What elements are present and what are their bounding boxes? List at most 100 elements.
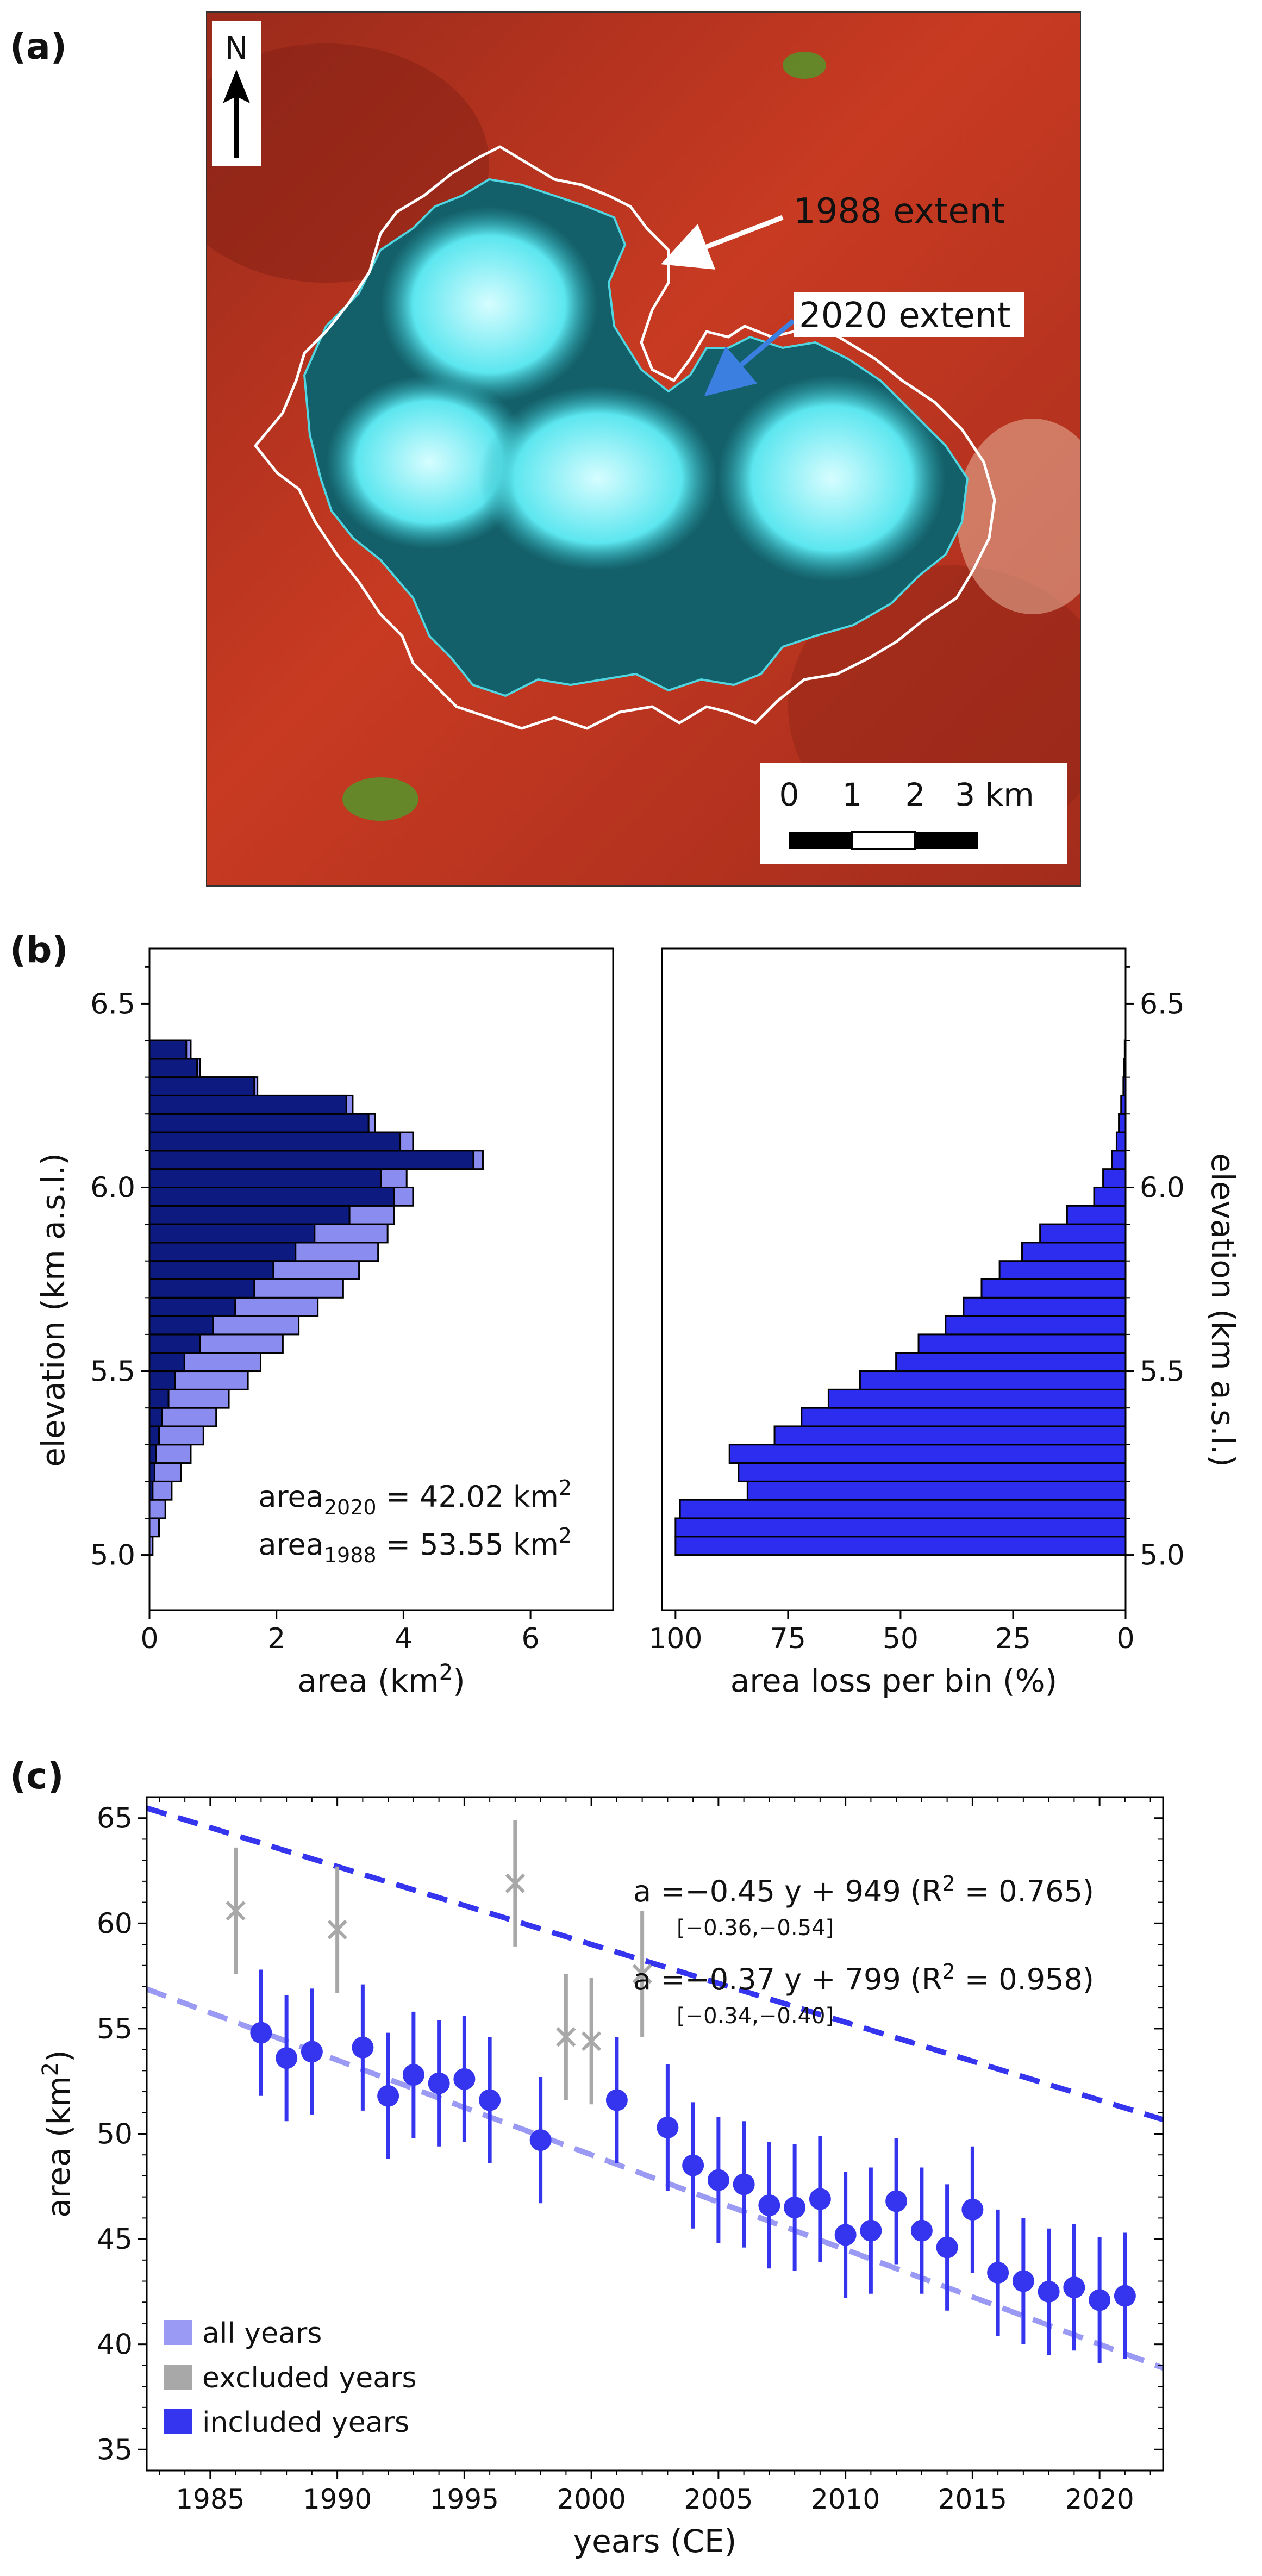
x-tick-label: 50 — [883, 1623, 919, 1655]
y-tick-label: 5.0 — [90, 1539, 135, 1572]
point-included — [758, 2194, 780, 2217]
fit-all-ci: [−0.36,−0.54] — [677, 1916, 834, 1941]
point-excluded — [556, 2027, 576, 2047]
bar-loss — [998, 1260, 1127, 1280]
bar-loss — [801, 1407, 1127, 1427]
axes-frame — [148, 947, 614, 1611]
bar-loss — [917, 1333, 1127, 1354]
panel-a-label: (a) — [10, 26, 67, 67]
legend-swatch-excluded — [164, 2365, 192, 2390]
point-included — [885, 2190, 908, 2212]
y-tick-label: 65 — [97, 1802, 133, 1835]
x-tick-label: 100 — [648, 1623, 702, 1655]
point-included — [682, 2154, 704, 2176]
bar-2020 — [148, 1333, 201, 1354]
x-tick-label: 1985 — [176, 2484, 245, 2515]
ice-cap-east — [717, 375, 946, 582]
bar-2020 — [148, 1094, 347, 1115]
point-included — [1038, 2280, 1060, 2303]
panel-c-label: (c) — [10, 1755, 64, 1797]
y-tick-label: 6.5 — [90, 988, 135, 1020]
y-tick-label: 45 — [97, 2223, 133, 2256]
point-included — [276, 2047, 298, 2069]
panel-a-frame — [206, 11, 1081, 887]
y-tick-label: 6.0 — [90, 1171, 135, 1204]
bar-2020 — [148, 1278, 255, 1299]
bar-loss — [1115, 1131, 1127, 1152]
scale-label-0: 0 — [779, 776, 799, 813]
point-included — [1089, 2289, 1111, 2311]
point-included — [733, 2173, 755, 2195]
scale-segment-black — [789, 832, 852, 849]
y-tick-label: 55 — [97, 2013, 133, 2045]
bar-2020 — [148, 1113, 370, 1133]
bar-2020 — [148, 1260, 274, 1280]
ylabel: area (km2) — [38, 2050, 77, 2218]
bar-loss — [679, 1499, 1127, 1519]
point-included — [529, 2129, 552, 2151]
bar-loss — [728, 1444, 1127, 1464]
histogram-area: 0 2 4 6 5.0 5.5 6.0 6.5 area (km2) — [90, 947, 614, 1699]
vegetation-patch — [783, 52, 826, 79]
bar-2020 — [148, 1425, 160, 1446]
bar-loss — [963, 1296, 1127, 1317]
point-excluded — [632, 1964, 652, 1984]
point-included — [834, 2224, 857, 2246]
arrow-1988 — [660, 215, 784, 270]
histogram-loss: 100 75 50 25 0 5.0 5.5 6.0 6.5 area loss per bin … — [648, 947, 1185, 1699]
xlabel: area (km2) — [297, 1660, 465, 1699]
legend-swatch-all — [164, 2320, 192, 2345]
point-included — [605, 2089, 628, 2111]
point-included — [707, 2169, 729, 2191]
bar-2020 — [148, 1150, 474, 1170]
bar-loss — [1102, 1168, 1127, 1188]
point-included — [377, 2085, 399, 2107]
point-included — [479, 2089, 501, 2111]
bar-2020 — [148, 1076, 255, 1096]
point-included — [428, 2072, 450, 2094]
bar-2020 — [148, 1388, 170, 1409]
point-included — [910, 2219, 933, 2242]
panel-b-label: (b) — [10, 929, 68, 971]
x-tick-label: 2010 — [811, 2484, 880, 2515]
y-tick-label: 40 — [97, 2329, 133, 2361]
point-included — [453, 2068, 476, 2090]
bar-loss — [980, 1278, 1127, 1299]
scale-label-3: 3 km — [955, 776, 1034, 813]
x-tick-label: 2005 — [684, 2484, 753, 2515]
bar-loss — [1118, 1113, 1127, 1133]
outline-1988 — [254, 145, 996, 730]
x-tick-label: 4 — [395, 1623, 413, 1655]
bar-2020 — [148, 1223, 316, 1244]
xlabel: area loss per bin (%) — [730, 1662, 1058, 1699]
bar-loss — [1111, 1150, 1127, 1170]
bar-2020 — [148, 1242, 297, 1262]
point-included — [402, 2064, 424, 2086]
point-excluded — [327, 1919, 347, 1940]
point-included — [352, 2036, 374, 2059]
xlabel: years (CE) — [573, 2523, 736, 2560]
fit-all-equation: a =−0.45 y + 949 (R2 = 0.765) — [633, 1872, 1094, 1908]
bar-loss — [945, 1315, 1127, 1336]
point-included — [1114, 2285, 1136, 2307]
satellite-image: N 1988 extent 2020 extent 0 1 2 3 km — [207, 12, 1080, 886]
y-tick-label: 35 — [97, 2434, 133, 2466]
bar-loss — [827, 1388, 1127, 1409]
x-tick-label: 2000 — [557, 2484, 626, 2515]
bar-1988 — [148, 1499, 166, 1519]
bar-loss — [1039, 1223, 1127, 1244]
legend-area-1988: area1988 = 53.55 km2 — [258, 1524, 572, 1567]
bar-loss — [895, 1352, 1127, 1373]
point-included — [1063, 2276, 1085, 2299]
bar-2020 — [148, 1296, 236, 1317]
y-tick-label: 5.5 — [90, 1356, 135, 1388]
bar-2020 — [148, 1168, 382, 1188]
bar-2020 — [148, 1315, 214, 1336]
legend-label-included: included years — [202, 2406, 409, 2439]
bar-1988 — [148, 1517, 160, 1538]
bar-loss — [773, 1425, 1127, 1446]
point-excluded — [226, 1900, 246, 1921]
vegetation-patch — [342, 777, 418, 821]
point-included — [1012, 2270, 1034, 2292]
